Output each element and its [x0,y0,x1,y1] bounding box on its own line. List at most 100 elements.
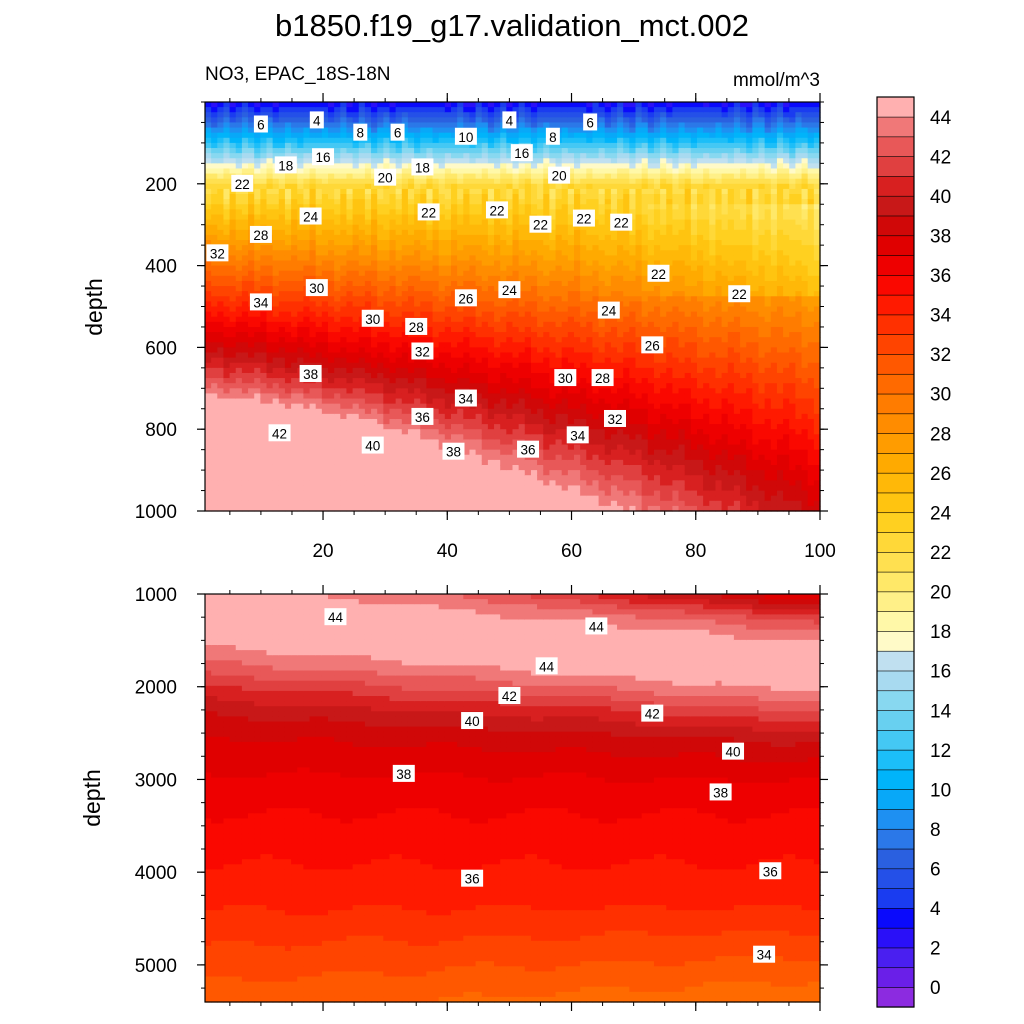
field-cell [346,490,354,497]
field-cell [217,132,225,139]
field-cell [530,275,538,282]
field-cell [549,393,557,400]
field-cell [309,260,317,267]
field-cell [457,286,464,292]
field-cell [395,495,403,502]
field-cell [574,153,581,159]
field-cell [463,505,471,512]
field-cell [481,383,489,389]
field-cell [537,352,544,359]
field-cell [223,127,231,134]
field-cell [407,429,415,435]
field-cell [444,173,452,180]
field-cell [328,102,335,108]
field-cell [561,321,569,328]
field-cell [549,122,557,129]
field-cell [574,418,581,425]
field-cell [537,173,544,180]
field-cell [309,424,317,430]
field-cell [272,178,280,185]
field-cell [549,183,557,190]
field-cell [426,337,434,343]
field-cell [512,183,520,190]
field-cell [524,362,532,369]
field-cell [211,148,218,154]
field-cell [377,352,384,359]
field-cell [469,337,477,343]
field-cell [309,229,317,236]
field-cell [389,301,397,308]
field-cell [500,173,507,180]
field-cell [303,142,311,149]
field-cell [297,234,304,241]
field-cell [254,480,261,487]
field-cell [549,383,557,389]
field-cell [561,240,569,246]
field-cell [567,240,575,246]
field-cell [475,234,483,241]
field-cell [364,332,372,338]
field-cell [205,194,212,200]
field-cell [321,194,329,200]
field-cell [457,250,464,256]
field-cell [346,434,354,441]
field-cell [223,173,231,180]
field-cell [358,240,366,246]
field-cell [278,342,286,348]
field-cell [432,367,440,374]
field-cell [555,485,563,492]
field-cell [586,250,594,256]
field-cell [555,209,563,216]
field-cell [574,245,581,251]
field-cell [444,505,452,512]
field-cell [315,194,323,200]
field-cell [328,301,335,308]
field-cell [371,424,378,430]
field-cell [303,408,311,415]
field-cell [444,214,452,221]
field-cell [272,408,280,415]
field-cell [500,357,507,364]
field-cell [420,280,427,287]
field-cell [272,393,280,400]
field-cell [494,107,501,113]
field-cell [524,112,532,118]
field-cell [407,291,415,297]
field-cell [438,107,446,113]
field-cell [211,342,218,348]
field-cell [580,301,587,308]
field-cell [555,204,563,210]
field-cell [358,505,366,512]
field-cell [537,490,544,497]
field-cell [512,480,520,487]
field-cell [487,153,495,159]
field-cell [543,332,550,338]
field-cell [260,158,268,164]
field-cell [506,153,514,159]
field-cell [567,485,575,492]
field-cell [229,301,237,308]
field-cell [248,352,255,359]
field-cell [377,495,384,502]
field-cell [500,270,507,277]
field-cell [328,260,335,267]
field-cell [217,418,225,425]
field-cell [235,372,243,379]
field-cell [358,418,366,425]
field-cell [328,352,335,359]
field-cell [549,439,557,446]
field-cell [352,173,360,180]
field-cell [500,464,507,471]
field-cell [426,495,434,502]
field-cell [426,107,434,113]
field-cell [340,332,348,338]
field-cell [334,132,341,139]
field-cell [297,102,304,108]
field-cell [284,117,292,124]
field-cell [574,342,581,348]
field-cell [543,255,550,262]
field-cell [401,265,409,272]
field-cell [537,505,544,512]
field-cell [432,117,440,124]
field-cell [506,234,514,241]
